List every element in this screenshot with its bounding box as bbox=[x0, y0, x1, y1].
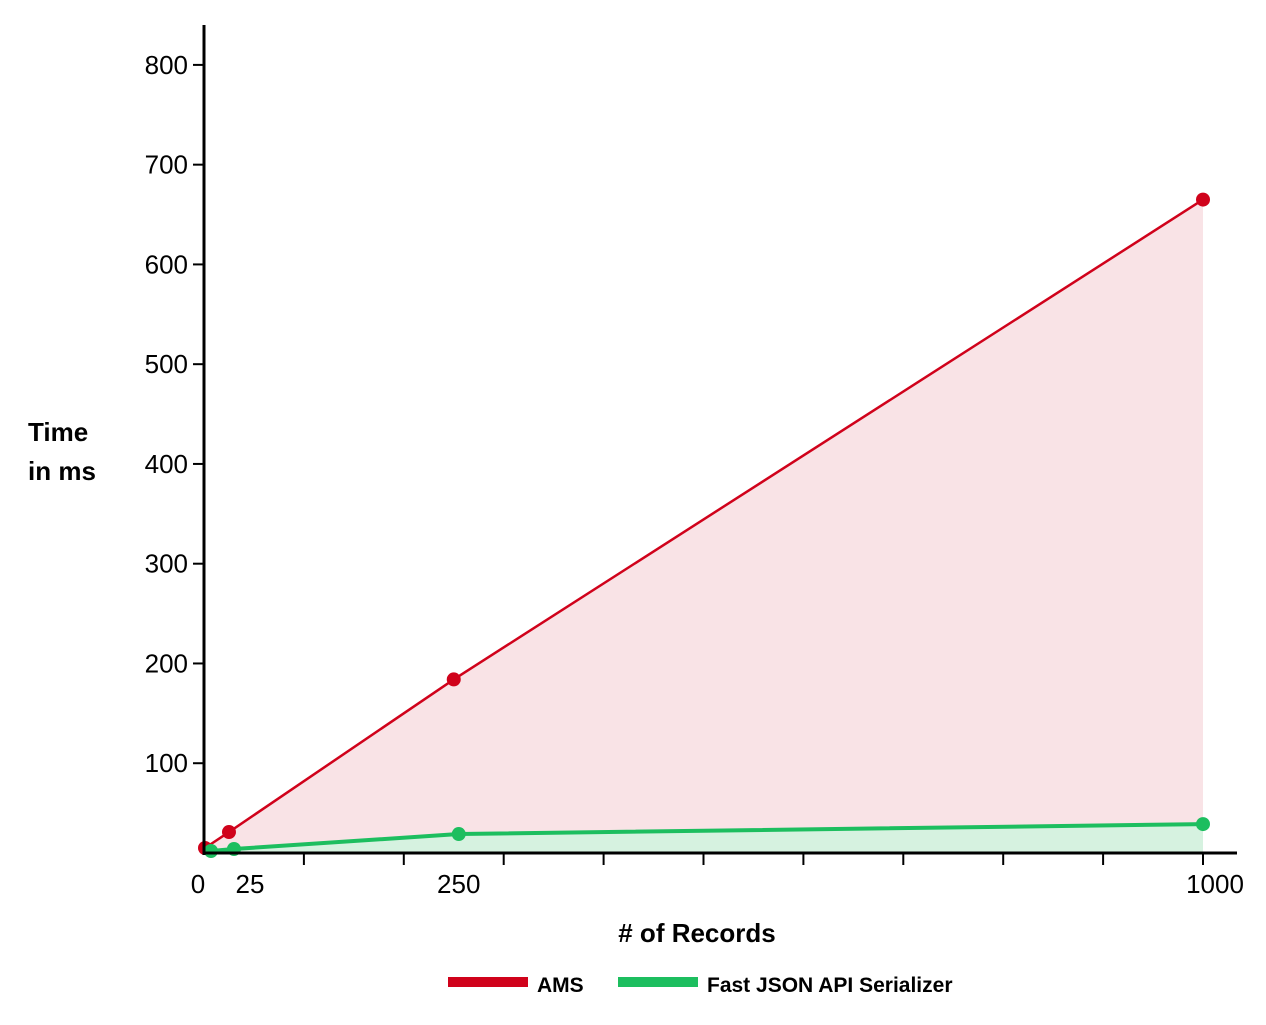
point-ams-1000 bbox=[1196, 192, 1210, 207]
series-lines bbox=[204, 198, 1204, 853]
point-fast-json-api-serializer-7 bbox=[203, 844, 218, 859]
y-tick-label-100: 100 bbox=[145, 748, 188, 778]
y-axis-title-line-1: Time bbox=[28, 417, 88, 447]
legend: AMS Fast JSON API Serializer bbox=[448, 974, 953, 997]
x-tick-label-25: 25 bbox=[236, 869, 265, 899]
x-tick-label-0: 0 bbox=[191, 869, 205, 899]
y-tick-label-700: 700 bbox=[145, 150, 188, 180]
area-fast-json-api-serializer bbox=[210, 824, 1204, 853]
legend-swatch-fast-json bbox=[618, 977, 698, 987]
legend-label-fast-json: Fast JSON API Serializer bbox=[707, 974, 953, 997]
axes bbox=[202, 25, 1237, 855]
x-tick-label-250: 250 bbox=[437, 869, 480, 899]
point-fast-json-api-serializer-255 bbox=[451, 827, 466, 842]
y-axis-title: Time in ms bbox=[28, 417, 96, 486]
line-ams bbox=[204, 198, 1204, 850]
area-ams bbox=[204, 199, 1203, 853]
line-fast-json-api-serializer bbox=[210, 822, 1204, 853]
point-fast-json-api-serializer-1000 bbox=[1196, 817, 1210, 832]
y-tick-label-400: 400 bbox=[145, 449, 188, 479]
legend-label-ams: AMS bbox=[537, 974, 584, 997]
y-tick-label-800: 800 bbox=[145, 50, 188, 80]
ticks: 100 200 300 400 500 600 700 800 0 25 250 1000 bbox=[145, 50, 1244, 899]
x-axis-title: # of Records bbox=[618, 918, 776, 948]
x-tick-label-1000: 1000 bbox=[1186, 869, 1244, 899]
y-tick-label-500: 500 bbox=[145, 349, 188, 379]
y-axis-title-line-2: in ms bbox=[28, 456, 96, 486]
y-tick-label-600: 600 bbox=[145, 249, 188, 279]
point-ams-250 bbox=[446, 672, 461, 687]
point-ams-25 bbox=[221, 825, 236, 840]
y-tick-label-300: 300 bbox=[145, 549, 188, 579]
series-fills bbox=[204, 199, 1204, 853]
y-tick-label-200: 200 bbox=[145, 648, 188, 678]
legend-swatch-ams bbox=[448, 977, 528, 987]
